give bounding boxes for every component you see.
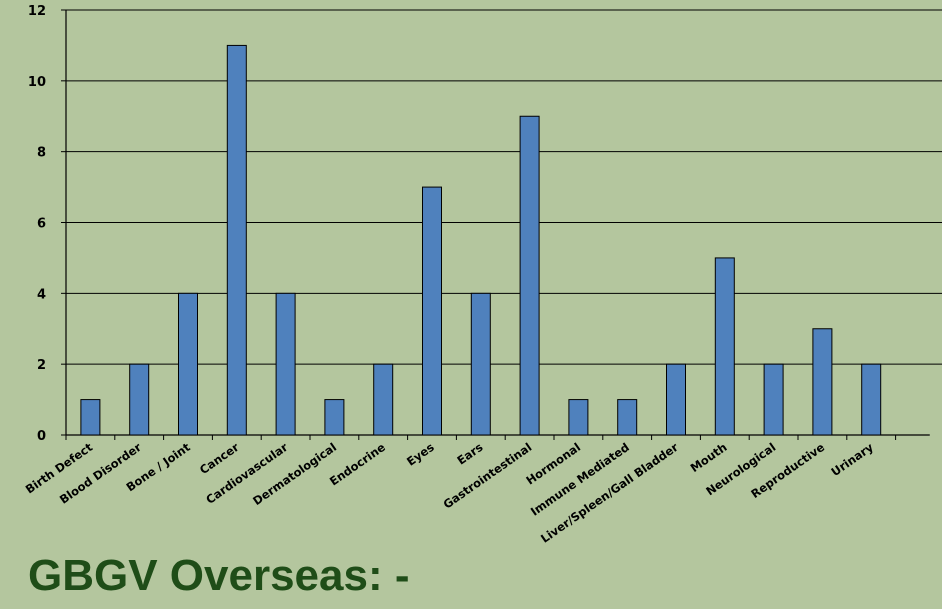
x-tick-label: Eyes — [404, 440, 437, 469]
x-tick-label: Urinary — [829, 440, 877, 479]
x-tick-label: Cancer — [197, 440, 242, 477]
bar — [470, 292, 491, 436]
bar — [373, 363, 394, 436]
bar — [80, 399, 101, 436]
x-tick-label: Ears — [454, 440, 485, 468]
bar — [812, 328, 833, 436]
x-tick-label: Endocrine — [327, 440, 388, 489]
bar — [568, 399, 589, 436]
y-tick-label: 0 — [37, 429, 46, 444]
bar — [129, 363, 150, 436]
bar — [275, 292, 296, 436]
bar — [422, 186, 442, 436]
y-tick-label: 10 — [28, 75, 46, 90]
x-tick-label: Mouth — [688, 440, 730, 475]
bar — [763, 363, 784, 436]
x-tick-label: Blood Disorder — [57, 440, 144, 507]
x-tick-label: Cardiovascular — [203, 440, 290, 507]
x-tick-label: Dermatological — [250, 440, 339, 508]
slide-caption: GBGV Overseas: - — [28, 551, 410, 600]
bar — [226, 44, 247, 436]
bar — [861, 363, 882, 436]
bar — [666, 363, 686, 436]
y-tick-label: 12 — [28, 4, 46, 19]
bar — [519, 115, 540, 436]
x-tick-label: Gastrointestinal — [441, 440, 535, 512]
y-tick-label: 4 — [37, 287, 46, 302]
y-tick-label: 2 — [37, 358, 46, 373]
y-tick-label: 6 — [37, 217, 46, 232]
bar — [178, 292, 198, 436]
bar — [714, 257, 735, 436]
y-tick-label: 8 — [37, 146, 46, 161]
bar — [617, 399, 638, 436]
bar — [324, 399, 345, 436]
